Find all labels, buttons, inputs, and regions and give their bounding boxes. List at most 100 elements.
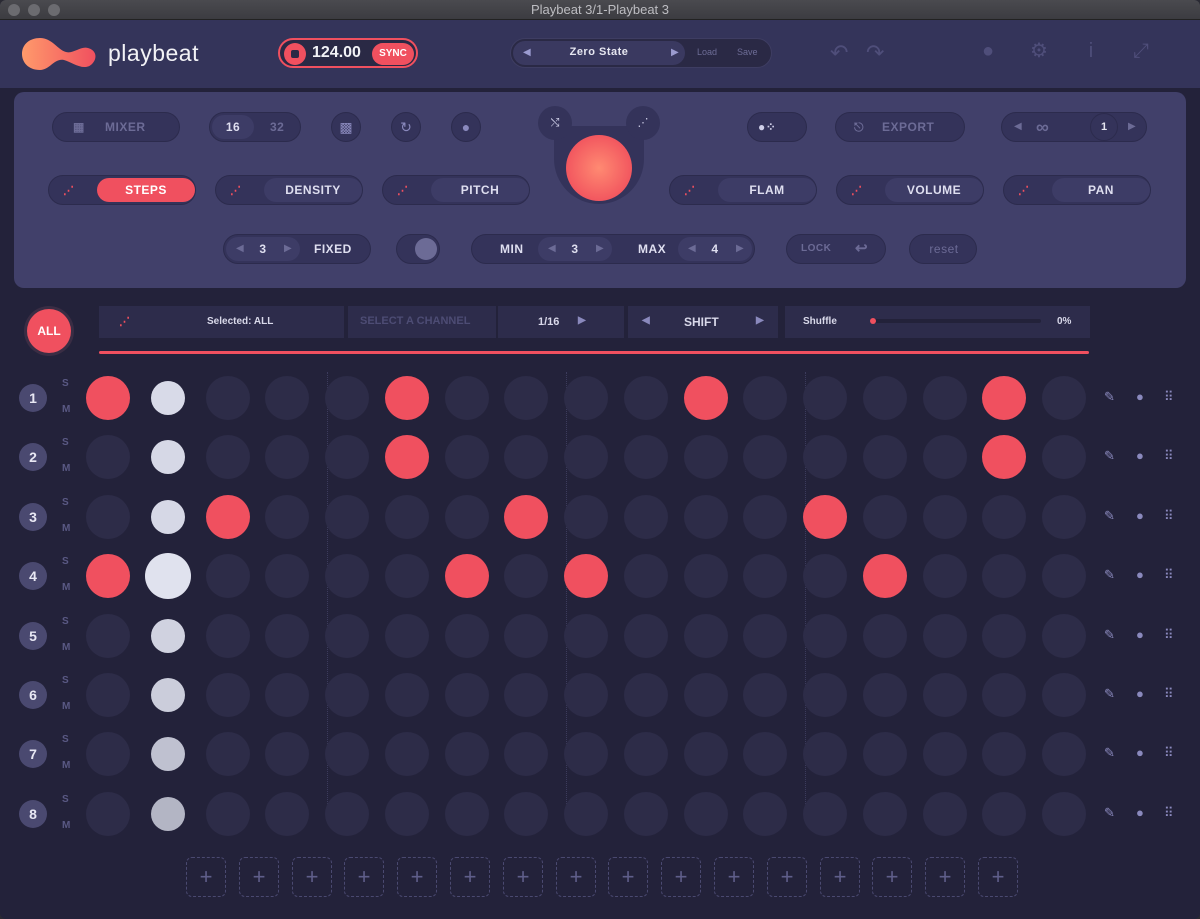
step-off[interactable] [504, 554, 548, 598]
step-off[interactable] [1042, 435, 1086, 479]
solo-button[interactable]: S [62, 437, 69, 448]
steps-mode[interactable]: ⋰ STEPS [48, 175, 196, 205]
pan-mode[interactable]: ⋰ PAN [1003, 175, 1151, 205]
fixed-toggle[interactable] [396, 234, 440, 264]
step-off[interactable] [803, 614, 847, 658]
step-off[interactable] [923, 614, 967, 658]
draw-mode-icon[interactable]: ⋰ [626, 106, 660, 140]
step-off[interactable] [564, 376, 608, 420]
step-off[interactable] [923, 732, 967, 776]
mute-button[interactable]: M [62, 760, 71, 771]
step-off[interactable] [803, 792, 847, 836]
step-off[interactable] [325, 732, 369, 776]
step-on[interactable] [982, 376, 1026, 420]
step-off[interactable] [684, 732, 728, 776]
step-on[interactable] [445, 554, 489, 598]
step-off[interactable] [265, 732, 309, 776]
all-channels-button[interactable]: ALL [27, 309, 71, 353]
step-off[interactable] [1042, 673, 1086, 717]
gear-icon[interactable]: ⚙ [1030, 40, 1048, 62]
mute-button[interactable]: M [62, 820, 71, 831]
add-slot-button[interactable]: + [661, 857, 701, 897]
xy-handle[interactable] [566, 135, 632, 201]
lock-button[interactable]: LOCK ↩ [786, 234, 886, 264]
edit-icon[interactable]: ✎ [1104, 448, 1115, 463]
step-off[interactable] [624, 673, 668, 717]
step-off[interactable] [504, 792, 548, 836]
step-off[interactable] [265, 792, 309, 836]
export-button[interactable]: ⎋ EXPORT [835, 112, 965, 142]
step-off[interactable] [564, 792, 608, 836]
step-off[interactable] [206, 673, 250, 717]
step-off[interactable] [684, 435, 728, 479]
volume-mode[interactable]: ⋰ VOLUME [836, 175, 984, 205]
step-off[interactable] [206, 435, 250, 479]
sync-button[interactable]: SYNC [372, 43, 414, 65]
step-off[interactable] [863, 376, 907, 420]
step-off[interactable] [863, 792, 907, 836]
add-slot-button[interactable]: + [344, 857, 384, 897]
step-off[interactable] [265, 673, 309, 717]
step-off[interactable] [803, 673, 847, 717]
shuffle-icon[interactable]: ⤭ [538, 106, 572, 140]
solo-button[interactable]: S [62, 616, 69, 627]
step-off[interactable] [982, 614, 1026, 658]
step-on[interactable] [684, 376, 728, 420]
loop-count[interactable]: 1 [1090, 113, 1118, 141]
select-channel-hint[interactable]: SELECT A CHANNEL [348, 306, 496, 338]
step-off[interactable] [206, 554, 250, 598]
add-slot-button[interactable]: + [872, 857, 912, 897]
step-accent[interactable] [151, 678, 185, 712]
step-off[interactable] [325, 792, 369, 836]
step-off[interactable] [504, 435, 548, 479]
step-off[interactable] [743, 495, 787, 539]
step-on[interactable] [385, 376, 429, 420]
step-off[interactable] [982, 673, 1026, 717]
step-off[interactable] [923, 673, 967, 717]
solo-button[interactable]: S [62, 378, 69, 389]
step-off[interactable] [982, 732, 1026, 776]
step-off[interactable] [564, 435, 608, 479]
step-off[interactable] [265, 554, 309, 598]
step-accent[interactable] [151, 440, 185, 474]
fixed-increase-icon[interactable]: ▶ [284, 243, 292, 254]
step-off[interactable] [1042, 614, 1086, 658]
resize-icon[interactable]: ⤢ [1133, 40, 1149, 62]
reset-rotate-icon[interactable]: ↻ [391, 112, 421, 142]
steps-16-option[interactable]: 16 [212, 115, 254, 139]
zoom-window-button[interactable] [48, 4, 60, 16]
add-slot-button[interactable]: + [186, 857, 226, 897]
fixed-stepper[interactable]: ◀ 3 ▶ [226, 237, 300, 261]
add-slot-button[interactable]: + [820, 857, 860, 897]
shuffle-slider-handle[interactable] [870, 318, 876, 324]
step-accent[interactable] [145, 553, 191, 599]
step-off[interactable] [564, 614, 608, 658]
channel-number[interactable]: 2 [19, 443, 47, 471]
step-off[interactable] [684, 673, 728, 717]
step-off[interactable] [445, 792, 489, 836]
drag-handle-icon[interactable]: ⠿ [1164, 686, 1174, 701]
step-on[interactable] [504, 495, 548, 539]
step-off[interactable] [325, 673, 369, 717]
step-on[interactable] [564, 554, 608, 598]
step-off[interactable] [624, 376, 668, 420]
pitch-draw-icon[interactable]: ⋰ [397, 185, 408, 197]
step-off[interactable] [923, 792, 967, 836]
steps-draw-icon[interactable]: ⋰ [63, 185, 74, 197]
drag-handle-icon[interactable]: ⠿ [1164, 508, 1174, 523]
min-stepper[interactable]: ◀ 3 ▶ [538, 237, 612, 261]
channel-number[interactable]: 6 [19, 681, 47, 709]
channel-lock-icon[interactable]: ● [1136, 627, 1144, 642]
pan-draw-icon[interactable]: ⋰ [1018, 185, 1029, 197]
step-off[interactable] [385, 732, 429, 776]
step-off[interactable] [803, 554, 847, 598]
step-off[interactable] [206, 732, 250, 776]
max-increase-icon[interactable]: ▶ [736, 243, 744, 254]
step-off[interactable] [684, 792, 728, 836]
drag-handle-icon[interactable]: ⠿ [1164, 567, 1174, 582]
step-off[interactable] [265, 495, 309, 539]
add-slot-button[interactable]: + [767, 857, 807, 897]
step-off[interactable] [923, 554, 967, 598]
step-off[interactable] [982, 554, 1026, 598]
flam-mode[interactable]: ⋰ FLAM [669, 175, 817, 205]
